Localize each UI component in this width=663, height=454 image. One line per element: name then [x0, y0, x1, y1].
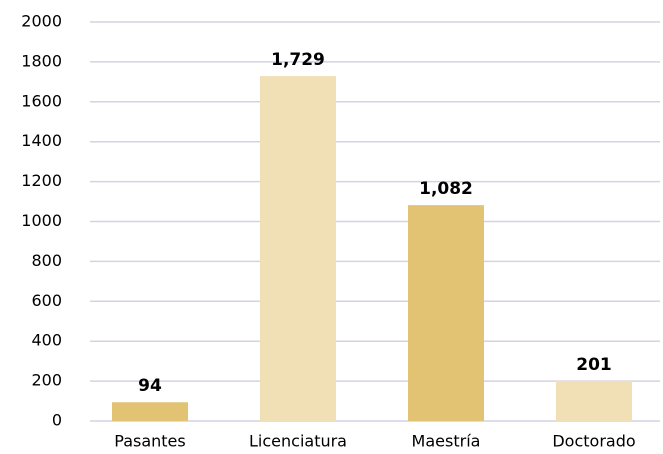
y-tick-label: 400 — [31, 331, 62, 350]
y-tick-label: 2000 — [21, 12, 62, 31]
bar — [112, 402, 188, 421]
y-tick-label: 0 — [52, 411, 62, 430]
x-tick-label: Licenciatura — [249, 432, 347, 451]
x-tick-label: Doctorado — [552, 432, 635, 451]
value-label: 1,729 — [271, 50, 325, 70]
y-tick-label: 1600 — [21, 91, 62, 110]
y-tick-label: 200 — [31, 371, 62, 390]
bar — [408, 205, 484, 421]
value-label: 94 — [138, 376, 162, 396]
y-tick-label: 800 — [31, 251, 62, 270]
y-tick-label: 600 — [31, 291, 62, 310]
x-tick-label: Pasantes — [114, 432, 185, 451]
bar — [556, 380, 632, 421]
y-tick-label: 1000 — [21, 211, 62, 230]
y-tick-label: 1800 — [21, 51, 62, 70]
y-tick-label: 1400 — [21, 131, 62, 150]
value-label: 1,082 — [419, 179, 473, 199]
bar — [260, 76, 336, 421]
x-tick-label: Maestría — [412, 432, 481, 451]
y-tick-label: 1200 — [21, 171, 62, 190]
value-label: 201 — [576, 355, 612, 375]
